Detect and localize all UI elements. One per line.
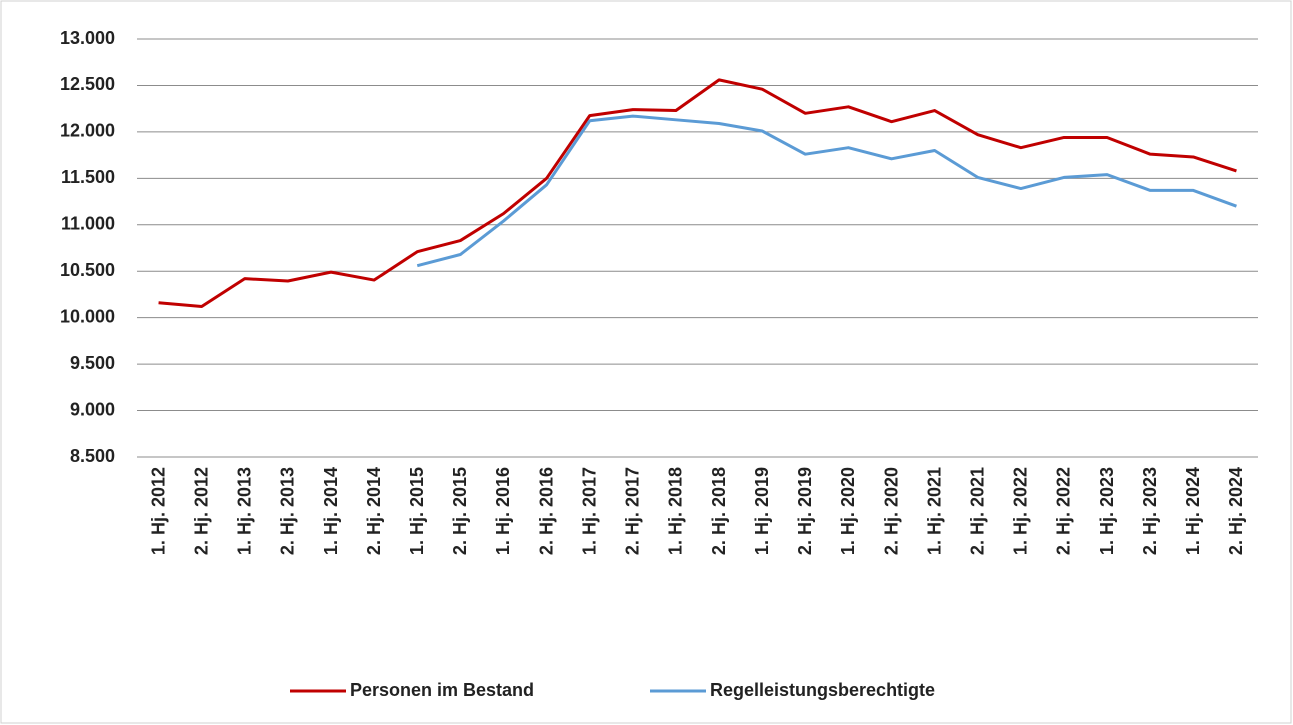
line-series	[158, 78, 1237, 309]
y-tick-label: 9.000	[70, 399, 115, 419]
x-tick-label: 2. Hj. 2018	[709, 467, 729, 555]
x-tick-label: 1. Hj. 2014	[321, 467, 341, 555]
line-series	[416, 114, 1237, 268]
x-tick-label: 1. Hj. 2015	[407, 467, 427, 555]
x-tick-label: 1. Hj. 2023	[1097, 467, 1117, 555]
x-tick-label: 1. Hj. 2021	[924, 467, 944, 555]
x-tick-label: 2. Hj. 2013	[278, 467, 298, 555]
x-tick-label: 1. Hj. 2024	[1183, 467, 1203, 555]
x-tick-label: 2. Hj. 2021	[968, 467, 988, 555]
x-tick-label: 2. Hj. 2012	[191, 467, 211, 555]
x-tick-label: 1. Hj. 2013	[235, 467, 255, 555]
y-tick-label: 12.000	[60, 121, 115, 141]
x-tick-label: 2. Hj. 2014	[364, 467, 384, 555]
x-tick-label: 2. Hj. 2015	[450, 467, 470, 555]
x-tick-label: 1. Hj. 2020	[838, 467, 858, 555]
y-tick-label: 9.500	[70, 353, 115, 373]
y-tick-label: 10.000	[60, 306, 115, 326]
x-tick-label: 1. Hj. 2016	[493, 467, 513, 555]
y-tick-label: 8.500	[70, 446, 115, 466]
y-tick-label: 12.500	[60, 74, 115, 94]
y-tick-label: 10.500	[60, 260, 115, 280]
x-tick-label: 1. Hj. 2019	[752, 467, 772, 555]
y-tick-label: 11.000	[61, 214, 115, 234]
x-tick-label: 2. Hj. 2019	[795, 467, 815, 555]
x-tick-label: 2. Hj. 2022	[1054, 467, 1074, 555]
x-tick-label: 2. Hj. 2020	[881, 467, 901, 555]
x-tick-label: 2. Hj. 2023	[1140, 467, 1160, 555]
x-tick-label: 1. Hj. 2012	[148, 467, 168, 555]
x-tick-label: 1. Hj. 2018	[666, 467, 686, 555]
y-tick-label: 13.000	[60, 28, 115, 48]
x-tick-label: 1. Hj. 2017	[579, 467, 599, 555]
legend-label: Regelleistungsberechtigte	[710, 680, 935, 700]
x-tick-label: 2. Hj. 2017	[623, 467, 643, 555]
x-tick-label: 2. Hj. 2024	[1226, 467, 1246, 555]
y-tick-label: 11.500	[61, 167, 115, 187]
x-tick-label: 1. Hj. 2022	[1011, 467, 1031, 555]
x-tick-label: 2. Hj. 2016	[536, 467, 556, 555]
legend-label: Personen im Bestand	[350, 680, 534, 700]
